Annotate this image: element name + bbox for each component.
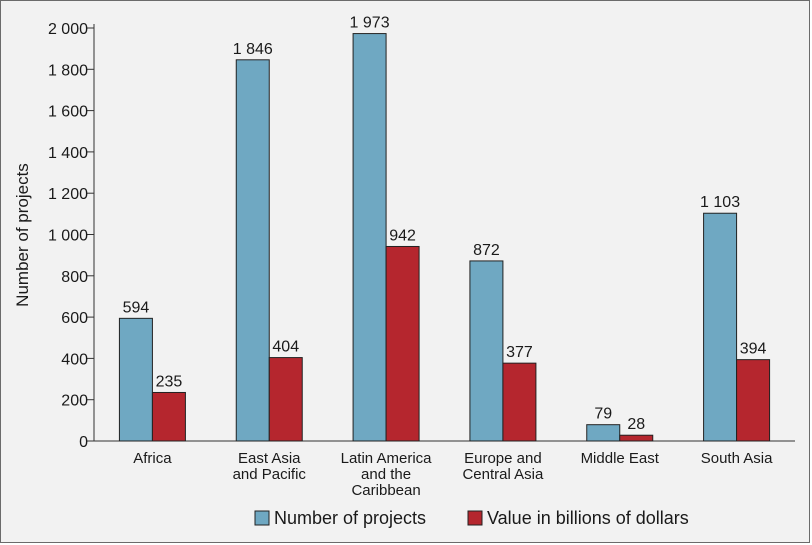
category-label: East Asia and Pacific bbox=[233, 450, 307, 483]
data-label: 594 bbox=[123, 299, 150, 316]
y-tick-label: 600 bbox=[61, 310, 88, 327]
category-label: Europe and Central Asia bbox=[462, 450, 544, 483]
data-label: 1 846 bbox=[233, 41, 273, 58]
y-axis-title: Number of projects bbox=[13, 163, 32, 307]
data-label: 377 bbox=[506, 344, 533, 361]
y-axis: 0 200 400 600 800 1 000 1 200 1 400 1 600 1 800 2 … bbox=[48, 21, 795, 451]
bar bbox=[352, 33, 387, 442]
legend-label: Number of projects bbox=[274, 508, 426, 528]
bar bbox=[151, 391, 186, 442]
category-label: Africa bbox=[133, 450, 172, 467]
legend-swatch bbox=[467, 510, 483, 526]
category-label: South Asia bbox=[701, 450, 773, 467]
y-tick-label: 1 800 bbox=[48, 62, 88, 79]
data-label: 872 bbox=[473, 242, 500, 259]
legend: Number of projects Value in billions of d… bbox=[254, 508, 689, 528]
data-label: 394 bbox=[740, 341, 767, 358]
bar bbox=[619, 434, 654, 442]
bar bbox=[469, 260, 504, 442]
y-tick-label: 400 bbox=[61, 351, 88, 368]
bar bbox=[502, 362, 537, 442]
y-tick-label: 1 000 bbox=[48, 228, 88, 245]
y-tick-label: 1 400 bbox=[48, 145, 88, 162]
bar bbox=[385, 245, 420, 442]
y-tick-label: 0 bbox=[79, 434, 88, 451]
bar bbox=[736, 359, 771, 442]
bar bbox=[118, 317, 153, 442]
bar bbox=[235, 59, 270, 442]
data-label: 1 973 bbox=[350, 15, 390, 32]
bars: 594 235 1 846 404 1 973 942 872 377 79 28 1 103 394 bbox=[118, 15, 771, 442]
legend-label: Value in billions of dollars bbox=[487, 508, 689, 528]
y-tick-label: 1 600 bbox=[48, 104, 88, 121]
data-label: 235 bbox=[156, 373, 183, 390]
y-tick-label: 800 bbox=[61, 269, 88, 286]
bar bbox=[586, 424, 621, 442]
y-tick-label: 200 bbox=[61, 393, 88, 410]
y-tick-label: 2 000 bbox=[48, 21, 88, 38]
data-label: 942 bbox=[389, 227, 416, 244]
category-label: Middle East bbox=[581, 450, 660, 467]
data-label: 1 103 bbox=[700, 194, 740, 211]
y-tick-label: 1 200 bbox=[48, 186, 88, 203]
data-label: 28 bbox=[627, 416, 645, 433]
legend-swatch bbox=[254, 510, 270, 526]
category-labels: Africa East Asia and Pacific Latin America a… bbox=[133, 450, 773, 499]
category-label: Latin America and the Caribbean bbox=[341, 450, 433, 499]
bar bbox=[268, 357, 303, 442]
data-label: 404 bbox=[272, 339, 299, 356]
bar bbox=[703, 212, 738, 442]
data-label: 79 bbox=[594, 406, 612, 423]
